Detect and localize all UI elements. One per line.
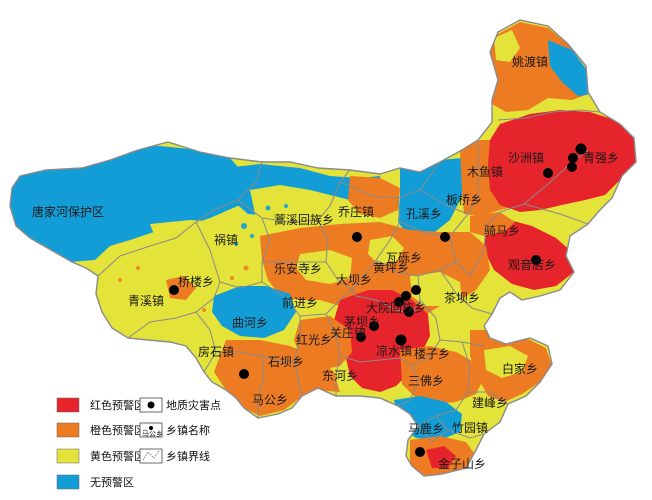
legend-red-label: 红色预警区 [90,398,145,412]
label-baijia: 白家乡 [502,361,538,376]
yellow-zone-zhuazhen [150,220,236,252]
red-zone-guanyin [484,220,574,290]
legend-township-name-label: 乡镇名称 [166,423,210,437]
yellow-zone-chaba [410,272,462,306]
label-banqiao: 板桥乡 [446,193,482,207]
label-shiba: 石坝乡 [268,355,304,369]
label-qiaolou: 桥楼乡 [178,274,214,289]
legend-boundary-label: 乡镇界线 [166,449,210,463]
disaster-point [531,255,541,265]
disaster-point [575,143,587,155]
blue-zone-west [10,145,250,262]
orange-zone-luma [470,212,515,236]
label-qianjin: 前进乡 [282,295,318,310]
label-luma: 骑马乡 [484,224,520,238]
label-zhuyuan: 竹园镇 [452,421,488,435]
legend-blue-label: 无预警区 [90,475,134,489]
disaster-point [568,153,578,163]
label-wali: 瓦砾乡 [386,251,422,265]
label-fangshi: 房石镇 [198,344,234,359]
township-point-icon [149,426,153,430]
disaster-point [401,291,411,301]
label-guanzhuang: 关庄镇 [330,325,366,340]
orange-speckle [118,233,457,312]
label-kongxi: 孔溪乡 [406,207,442,221]
blue-zone-quhe [212,286,296,338]
label-magong: 马公乡 [252,393,288,407]
label-qingxiang: 青强乡 [583,151,619,165]
disaster-point [440,232,450,242]
label-tangjiahe: 唐家河保护区 [32,204,104,219]
label-chaba: 茶坝乡 [444,290,480,305]
legend-point-label: 地质灾害点 [166,398,221,412]
orange-zone-south-west [214,340,340,416]
disaster-point [543,168,553,178]
blue-speckle [194,169,288,246]
label-guanyin: 观音店乡 [508,257,556,272]
disaster-point [369,321,379,331]
label-zhuazhen: 祸镇 [214,232,238,247]
legend-orange-swatch [56,422,80,438]
label-qiaozhuang: 乔庄镇 [338,204,374,219]
label-maojiao: 茅坝乡 [344,315,380,329]
map-legend: 红色预警区 橙色预警区 黄色预警区 无预警区 地质灾害点 马公乡 乡镇名称 乡镇… [56,397,221,490]
legend-orange-label: 橙色预警区 [90,423,145,437]
red-zone-shazhou [488,110,636,212]
legend-yellow-swatch [56,448,80,464]
orange-zone-qiaozhuang [348,176,400,218]
legend-yellow-label: 黄色预警区 [90,449,145,463]
disaster-point [394,297,404,307]
label-huangping: 黄坪乡 [373,261,409,275]
red-zone-jinzishan [426,446,456,468]
legend-red-swatch [56,397,80,413]
disaster-point [239,369,249,379]
yellow-zone-leanshi [296,250,352,284]
disaster-points [169,143,587,457]
label-donghe: 东河乡 [322,369,358,383]
label-jinzishan: 金子山乡 [438,456,486,471]
disaster-point [415,447,425,457]
disaster-point [404,307,414,317]
label-jianfeng: 建峰乡 [472,396,508,410]
label-hongguang: 红光乡 [296,332,332,347]
label-qingxi: 青溪镇 [128,294,164,308]
legend-boundary-box [139,448,163,464]
blue-zone-yaodu [548,40,592,96]
label-daba: 大坝乡 [336,273,372,287]
yellow-zone-baijia [484,346,528,378]
yellow-zone-north-central [250,185,355,226]
boundary-line-icon [142,450,160,461]
label-malu: 马鹿乡 [408,421,444,436]
disaster-point [352,232,362,242]
yellow-zone-yaodu [494,30,520,62]
township-boundaries [9,19,637,477]
label-muyu: 木鱼镇 [467,165,503,179]
label-bangu: 蒿溪回族乡 [274,213,334,227]
label-dayuan: 大院回族乡 [366,301,426,315]
label-sanguo: 三佛乡 [408,374,444,388]
disaster-point [169,285,179,295]
label-yaodu: 姚渡镇 [512,54,548,69]
disaster-point [567,162,577,172]
label-quhe: 曲河乡 [232,316,268,330]
legend-blue-swatch [56,474,80,490]
yellow-zone-huangping [368,236,404,264]
label-liangshui: 凉水镇 [376,343,412,358]
disaster-point [411,285,421,295]
legend-township-name-sample: 马公乡 [142,430,163,438]
label-louzi: 楼子乡 [414,346,450,361]
township-labels: 姚渡镇 沙洲镇 青强乡 木鱼镇 唐家河保护区 乔庄镇 孔溪乡 板桥乡 蒿溪回族乡… [32,54,619,471]
label-leanshi: 乐安寺乡 [274,261,322,276]
disaster-point [395,334,407,346]
label-shazhou: 沙洲镇 [508,151,544,165]
disaster-point [356,332,366,342]
disaster-point-icon [147,401,155,409]
